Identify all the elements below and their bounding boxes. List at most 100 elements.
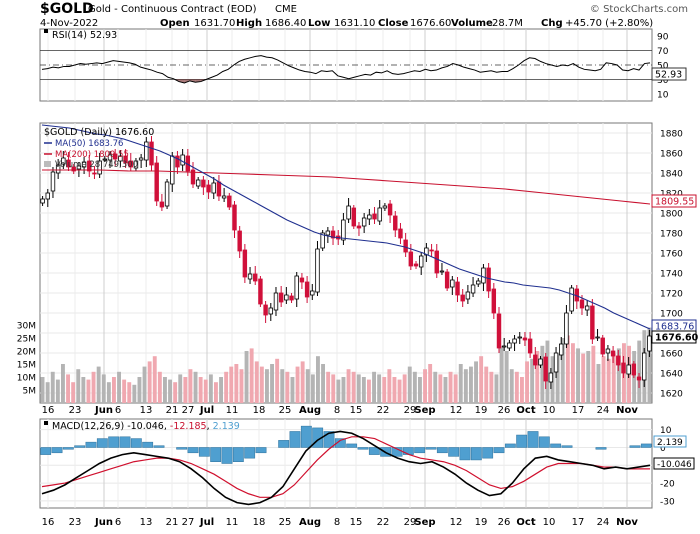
ma200-line <box>42 169 651 205</box>
x-tick-label: 17 <box>572 517 585 528</box>
candle-body <box>227 195 232 208</box>
candle-body <box>315 248 320 293</box>
macd-hist-bar <box>119 436 131 448</box>
volume-bar <box>474 361 478 403</box>
volume-tick-label: 25M <box>17 335 36 345</box>
price-tick-label: 1760 <box>660 250 683 260</box>
copyright: © StockCharts.com <box>590 4 688 15</box>
macd-hist-badge: 2.139 <box>653 435 687 448</box>
x-tick-label: Jul <box>199 517 214 528</box>
candle-body <box>579 299 585 309</box>
close-value: 1676.60 <box>410 18 451 29</box>
volume-bar <box>183 377 188 403</box>
candle-body <box>107 154 113 161</box>
candle-body <box>616 355 621 366</box>
volume-bar <box>418 377 422 403</box>
volume-bar <box>91 371 96 403</box>
volume-bar <box>356 374 361 403</box>
candle-body <box>387 203 393 216</box>
candle-body <box>403 239 408 253</box>
candle-body <box>507 342 512 349</box>
volume-bar <box>387 369 392 403</box>
volume-bar <box>300 361 305 403</box>
x-tick-label: 21 <box>166 517 179 528</box>
candle-body <box>71 166 76 172</box>
candle-body <box>486 267 491 292</box>
volume-bar <box>611 353 616 403</box>
x-tick-label: 23 <box>69 517 82 528</box>
macd-hist-bar <box>346 443 358 448</box>
candle-body <box>159 201 165 208</box>
volume-bar <box>351 371 356 403</box>
candle-body <box>564 312 569 345</box>
volume-bar <box>270 364 274 403</box>
volume-bar <box>157 371 162 403</box>
macd-signal-line <box>41 436 650 498</box>
x-tick-label: 6 <box>115 517 121 528</box>
candle-body <box>211 182 216 194</box>
x-tick-label: Oct <box>516 405 535 416</box>
candle-body <box>351 207 356 227</box>
volume-bar <box>45 382 50 403</box>
candle-body <box>434 250 439 274</box>
volume-bar <box>316 356 320 403</box>
candle-body <box>144 141 149 161</box>
candle-body <box>491 288 497 314</box>
candle-body <box>164 181 170 207</box>
x-tick-label: 13 <box>140 517 153 528</box>
candle-body <box>310 290 315 296</box>
candle-body <box>294 275 299 300</box>
macd-hist-bar <box>142 441 154 448</box>
volume-bar <box>382 377 387 403</box>
volume-bar <box>193 371 198 403</box>
macd-hist-bar <box>516 434 528 448</box>
volume-bar <box>122 379 127 403</box>
rsi-oversold-fill <box>178 79 185 83</box>
price-tick-label: 1780 <box>660 230 683 240</box>
candle-body <box>247 273 253 280</box>
volume-bar <box>86 379 91 403</box>
candle-body <box>190 169 196 185</box>
volume-bar <box>76 369 81 403</box>
candle-body <box>118 155 123 162</box>
rsi-tick-label: 70 <box>657 47 669 57</box>
x-tick-label: Aug <box>299 517 321 528</box>
x-tick-label: Oct <box>516 517 535 528</box>
volume-bar <box>499 345 504 403</box>
candle-body <box>553 352 559 373</box>
x-tick-label: Aug <box>299 405 321 416</box>
x-tick-label: 23 <box>69 405 82 416</box>
candle-body <box>97 160 102 175</box>
macd-hist-bar <box>595 447 607 450</box>
rsi-legend-marker <box>44 29 48 33</box>
chg-label: Chg <box>541 18 563 29</box>
svg-text:1676.60: 1676.60 <box>655 333 699 344</box>
candle-body <box>263 304 268 316</box>
x-tick-label: 17 <box>572 405 585 416</box>
x-tick-label: 29 <box>404 405 417 416</box>
macd-hist-bar <box>414 447 426 454</box>
volume-bar <box>244 351 249 403</box>
volume-bar <box>147 361 152 403</box>
macd-hist-bar <box>153 445 165 448</box>
candle-body <box>346 205 351 220</box>
exchange: CME <box>275 4 297 15</box>
volume-bar <box>443 377 448 403</box>
volume-bar <box>224 371 229 403</box>
candle-body <box>356 225 362 229</box>
volume-bar <box>596 364 601 403</box>
x-tick-label: 6 <box>115 405 121 416</box>
candle-body <box>522 337 528 341</box>
x-tick-label: 18 <box>253 517 266 528</box>
volume-bar <box>540 345 545 403</box>
price-tick-label: 1640 <box>660 370 683 380</box>
candle-body <box>138 157 144 161</box>
volume-bar <box>407 366 412 403</box>
volume-bar <box>453 374 458 403</box>
candle-body <box>55 164 61 174</box>
svg-text:2.139: 2.139 <box>657 438 683 448</box>
candle-body <box>299 277 305 283</box>
x-tick-label: Jun <box>94 517 113 528</box>
volume-bar <box>112 377 116 403</box>
volume-bar <box>331 374 336 403</box>
